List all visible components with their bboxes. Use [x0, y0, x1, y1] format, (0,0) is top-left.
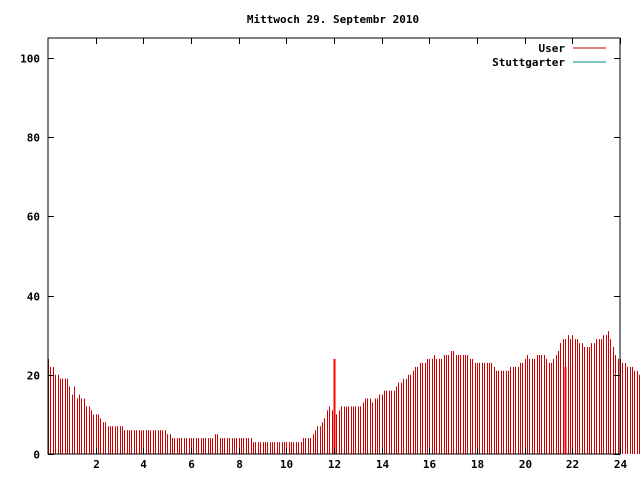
bars-group: [48, 331, 640, 454]
x-tick-label: 12: [328, 458, 341, 471]
y-tick-label: 60: [27, 211, 40, 224]
x-tick-label: 14: [376, 458, 390, 471]
y-tick-label: 80: [27, 132, 40, 145]
x-tick-label: 22: [566, 458, 579, 471]
x-tick-label: 8: [236, 458, 243, 471]
y-tick-label: 0: [33, 449, 40, 462]
y-tick-label: 20: [27, 370, 40, 383]
legend-label-user: User: [539, 42, 566, 55]
x-tick-label: 16: [423, 458, 437, 471]
x-tick-label: 24: [614, 458, 628, 471]
y-tick-label: 40: [27, 291, 40, 304]
x-tick-label: 2: [93, 458, 100, 471]
x-tick-label: 10: [280, 458, 293, 471]
plot-frame: [47, 37, 621, 455]
y-tick-label: 100: [20, 53, 40, 66]
legend-label-stuttgarter: Stuttgarter: [492, 56, 565, 69]
x-tick-label: 4: [140, 458, 147, 471]
legend: User Stuttgarter: [492, 42, 606, 69]
x-tick-label: 6: [188, 458, 195, 471]
x-tick-label: 18: [471, 458, 484, 471]
chart-title: Mittwoch 29. Septembr 2010: [247, 13, 419, 26]
x-tick-label: 20: [519, 458, 532, 471]
